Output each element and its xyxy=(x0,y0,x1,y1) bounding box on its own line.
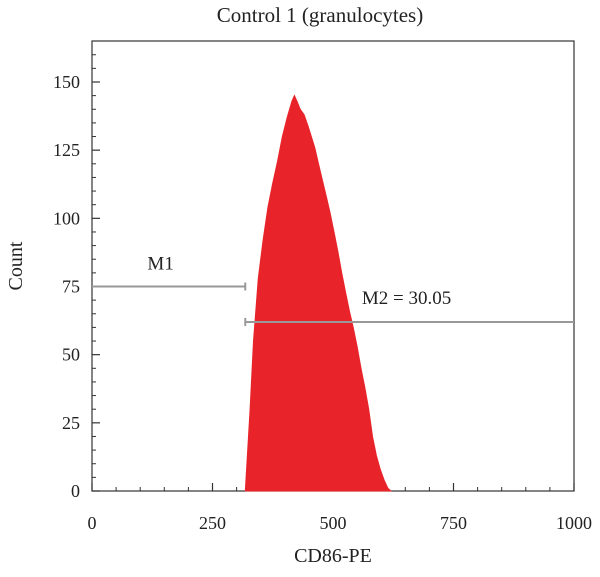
x-tick-label: 750 xyxy=(440,513,467,533)
y-tick-label: 50 xyxy=(62,345,80,365)
x-tick-label: 500 xyxy=(320,513,347,533)
x-axis-ticks: 0 250 500 750 1000 xyxy=(88,483,592,533)
x-tick-label: 0 xyxy=(88,513,97,533)
minor-ticks xyxy=(92,54,551,491)
y-tick-label: 75 xyxy=(62,277,80,297)
y-axis-ticks: 0 25 50 75 100 125 150 xyxy=(53,72,100,501)
x-tick-label: 1000 xyxy=(556,513,592,533)
y-tick-label: 0 xyxy=(71,481,80,501)
y-tick-label: 100 xyxy=(53,208,80,228)
y-axis-label: Count xyxy=(5,241,27,290)
y-tick-label: 150 xyxy=(53,72,80,92)
x-axis-label: CD86-PE xyxy=(294,545,372,567)
marker-label-2: M2 = 30.05 xyxy=(362,288,451,309)
chart-title: Control 1 (granulocytes) xyxy=(217,3,423,27)
gate-markers: M1 M2 = 30.05 xyxy=(92,254,574,326)
marker-label-1: M1 xyxy=(147,254,173,275)
x-tick-label: 250 xyxy=(199,513,226,533)
y-tick-label: 125 xyxy=(53,140,80,160)
y-tick-label: 25 xyxy=(62,413,80,433)
histogram-area xyxy=(244,94,393,492)
